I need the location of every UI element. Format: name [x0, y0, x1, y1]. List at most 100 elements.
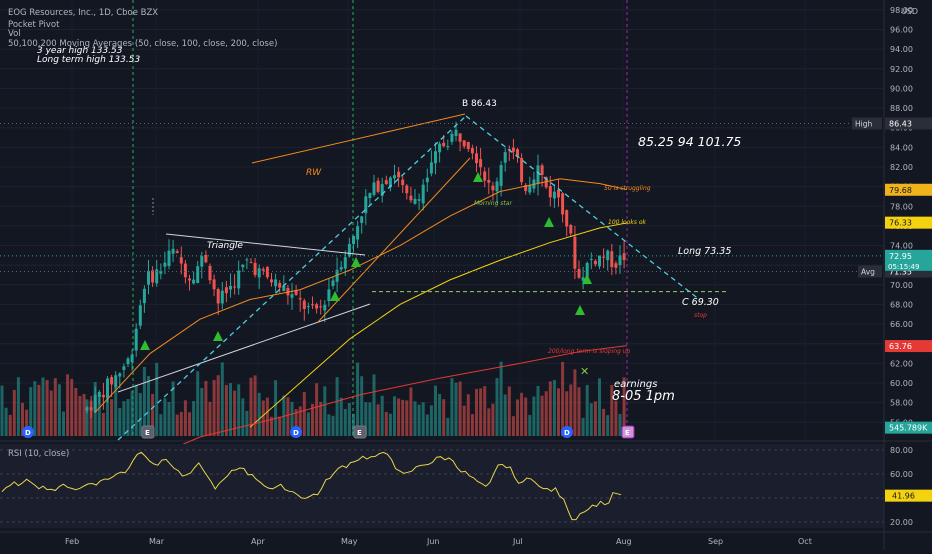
price-tick-label: 60.00 — [890, 379, 913, 388]
dividend-badge — [22, 426, 34, 438]
dividend-badge — [290, 426, 302, 438]
candle-body — [458, 133, 462, 142]
indicator-vol[interactable]: Vol — [8, 29, 21, 39]
rw-trendline — [251, 113, 466, 164]
axis-tag-ma200-value: 63.76 — [889, 342, 912, 351]
volume-bar — [249, 377, 253, 436]
axis-tag-ma100-value: 76.33 — [889, 219, 912, 228]
volume-bar — [114, 385, 118, 436]
volume-bar — [339, 397, 343, 436]
candle-body — [475, 153, 478, 164]
volume-bar — [589, 403, 593, 436]
candle-body — [499, 164, 503, 186]
candle-body — [487, 180, 491, 183]
volume-bar — [134, 384, 138, 436]
volume-bar — [25, 409, 29, 436]
volume-bar — [548, 381, 552, 436]
volume-bar — [101, 412, 105, 436]
volume-bar — [171, 381, 175, 436]
volume-bar — [384, 411, 388, 436]
candle-body — [401, 179, 405, 186]
candle-body — [495, 181, 499, 192]
volume-bar — [598, 378, 601, 436]
candle-body — [528, 185, 532, 193]
volume-bar — [343, 408, 347, 436]
rsi-tick-label: 80.00 — [890, 446, 913, 455]
candle-body — [577, 269, 581, 278]
volume-bar — [163, 398, 167, 436]
volume-bars — [0, 361, 626, 436]
candle-body — [388, 177, 392, 188]
candlesticks[interactable] — [85, 121, 626, 418]
volume-bar — [41, 377, 45, 436]
volume-bar — [122, 401, 126, 436]
time-tick-label: Oct — [798, 537, 812, 546]
volume-bar — [380, 395, 384, 436]
candle-body — [356, 226, 360, 240]
volume-bar — [376, 404, 380, 436]
volume-bar — [253, 375, 257, 436]
candle-body — [220, 290, 224, 304]
volume-bar — [315, 383, 319, 436]
price-tick-label: 84.00 — [890, 143, 913, 152]
volume-bar — [45, 380, 49, 436]
label-ma50-note: 50 is struggling — [604, 185, 651, 192]
volume-bar — [483, 386, 487, 436]
time-tick-label: Feb — [65, 537, 79, 546]
volume-bar — [372, 374, 376, 436]
candle-body — [360, 216, 364, 223]
volume-bar — [573, 369, 577, 436]
earnings-badge — [621, 425, 635, 439]
volume-bar — [89, 400, 93, 436]
volume-bar — [323, 386, 327, 436]
price-tick-label: 82.00 — [890, 163, 913, 172]
volume-bar — [62, 411, 65, 436]
candle-body — [466, 141, 470, 149]
candle-body — [147, 270, 150, 285]
candle-body — [446, 146, 450, 148]
label-morning-star: Morning star — [474, 200, 512, 207]
candle-body — [331, 280, 335, 286]
dividend-badge-label: D — [293, 429, 299, 437]
volume-bar — [446, 417, 450, 436]
candle-body — [134, 328, 138, 351]
candle-body — [376, 180, 380, 192]
candle-body — [245, 259, 249, 261]
candle-body — [257, 268, 261, 278]
volume-bar — [16, 377, 20, 436]
volume-bar — [265, 397, 269, 436]
volume-bar — [302, 391, 306, 436]
indicator-moving-averages[interactable]: 50,100,200 Moving Averages (50, close, 1… — [8, 39, 277, 49]
candle-body — [585, 262, 589, 280]
candle-body — [405, 185, 409, 194]
label-stop: stop — [694, 312, 707, 319]
rsi-title[interactable]: RSI (10, close) — [8, 449, 69, 459]
volume-bar — [516, 399, 519, 436]
candle-body — [89, 407, 93, 411]
earnings-badge — [353, 425, 367, 439]
candle-body — [544, 177, 548, 188]
rsi-tick-label: 60.00 — [890, 470, 913, 479]
indicator-pocket-pivot[interactable]: Pocket Pivot — [8, 20, 60, 30]
price-tick-label: 78.00 — [890, 202, 913, 211]
volume-bar — [290, 401, 294, 436]
axis-tag-vol-value: 545.789K — [889, 424, 928, 433]
candle-body — [589, 258, 593, 260]
volume-bar — [298, 406, 302, 436]
axis-tag-high-name-bg — [852, 117, 882, 130]
volume-bar — [470, 414, 474, 436]
pocket-pivot-marker — [330, 291, 340, 301]
currency-label[interactable]: USD — [901, 7, 918, 16]
pocket-pivot-marker — [473, 172, 483, 182]
volume-bar — [614, 400, 618, 436]
candle-body — [233, 286, 237, 288]
volume-bar — [294, 409, 298, 436]
volume-bar — [409, 387, 413, 436]
volume-bar — [524, 397, 528, 436]
candle-body — [110, 377, 114, 385]
candle-body — [241, 264, 245, 268]
